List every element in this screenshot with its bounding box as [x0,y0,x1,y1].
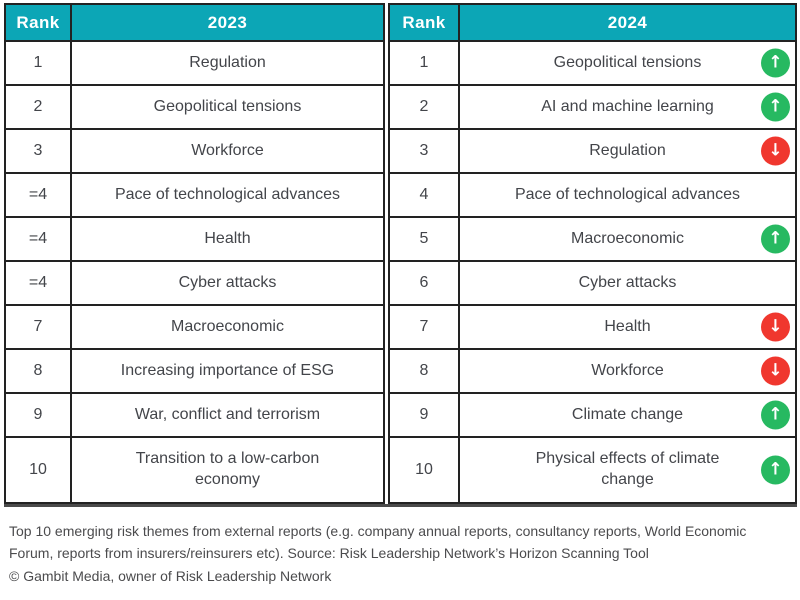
rank-up-icon: ↑ [761,224,790,254]
table-row: 6 Cyber attacks [388,260,797,306]
theme-cell-2023: Macroeconomic [70,304,385,350]
footer-description: Top 10 emerging risk themes from externa… [9,523,747,562]
table-body-2023: 1 Regulation 2 Geopolitical tensions 3 Workfo… [4,40,385,504]
table-row: 7 Macroeconomic [4,304,385,350]
header-row-2024: Rank 2024 [388,3,797,42]
theme-cell-2024: Climate change ↑ [458,392,797,438]
table-row: 8 Increasing importance of ESG [4,348,385,394]
rank-up-icon: ↑ [761,48,790,78]
rank-cell-2024: 4 [388,172,460,218]
footer-note: Top 10 emerging risk themes from externa… [9,520,761,587]
table-row: 3 Workforce [4,128,385,174]
table-row: 5 Macroeconomic ↑ [388,216,797,262]
theme-cell-2024: Regulation ↓ [458,128,797,174]
theme-cell-2024: Physical effects of climate change ↑ [458,436,797,504]
rank-up-icon: ↑ [761,400,790,430]
risk-table-2024: Rank 2024 1 Geopolitical tensions ↑ 2 AI and… [388,3,797,504]
table-row: 9 War, conflict and terrorism [4,392,385,438]
rank-up-icon: ↑ [761,92,790,122]
theme-cell-2024: Geopolitical tensions ↑ [458,40,797,86]
rank-cell-2024: 6 [388,260,460,306]
footer-copyright: © Gambit Media, owner of Risk Leadership… [9,567,332,584]
table-row: 2 Geopolitical tensions [4,84,385,130]
tables-row: Rank 2023 1 Regulation 2 Geopolitical tensi… [4,3,797,507]
rank-cell-2023: =4 [4,172,72,218]
table-row: 4 Pace of technological advances [388,172,797,218]
theme-cell-2023: Workforce [70,128,385,174]
rank-cell-2023: 7 [4,304,72,350]
rank-cell-2023: =4 [4,260,72,306]
rank-down-icon: ↓ [761,136,790,166]
rank-cell-2024: 8 [388,348,460,394]
table-row: 10 Transition to a low-carbon economy [4,436,385,504]
table-row: =4 Cyber attacks [4,260,385,306]
theme-cell-2024: Workforce ↓ [458,348,797,394]
table-row: 2 AI and machine learning ↑ [388,84,797,130]
rank-down-icon: ↓ [761,312,790,342]
table-body-2024: 1 Geopolitical tensions ↑ 2 AI and machine l… [388,40,797,504]
rank-header-2023: Rank [4,3,72,42]
theme-cell-2023: Regulation [70,40,385,86]
theme-cell-2024: Pace of technological advances [458,172,797,218]
table-row: 9 Climate change ↑ [388,392,797,438]
rank-cell-2024: 9 [388,392,460,438]
rank-cell-2023: 2 [4,84,72,130]
header-row-2023: Rank 2023 [4,3,385,42]
rank-cell-2024: 5 [388,216,460,262]
theme-cell-2024: Health ↓ [458,304,797,350]
rank-cell-2023: 8 [4,348,72,394]
table-row: 3 Regulation ↓ [388,128,797,174]
table-row: 8 Workforce ↓ [388,348,797,394]
rank-cell-2024: 10 [388,436,460,504]
theme-cell-2024: AI and machine learning ↑ [458,84,797,130]
table-row: =4 Health [4,216,385,262]
rank-cell-2024: 3 [388,128,460,174]
risk-table-2023: Rank 2023 1 Regulation 2 Geopolitical tensi… [4,3,385,504]
rank-cell-2023: 9 [4,392,72,438]
rank-cell-2024: 7 [388,304,460,350]
year-header-2024: 2024 [458,3,797,42]
rank-up-icon: ↑ [761,455,790,485]
rank-cell-2024: 2 [388,84,460,130]
theme-cell-2024: Cyber attacks [458,260,797,306]
table-row: 1 Regulation [4,40,385,86]
table-row: 7 Health ↓ [388,304,797,350]
rank-header-2024: Rank [388,3,460,42]
rank-cell-2023: 10 [4,436,72,504]
theme-cell-2023: Cyber attacks [70,260,385,306]
theme-cell-2024: Macroeconomic ↑ [458,216,797,262]
table-row: 10 Physical effects of climate change ↑ [388,436,797,504]
theme-cell-2023: Geopolitical tensions [70,84,385,130]
table-row: =4 Pace of technological advances [4,172,385,218]
rank-cell-2023: 3 [4,128,72,174]
rank-down-icon: ↓ [761,356,790,386]
year-header-2023: 2023 [70,3,385,42]
theme-cell-2023: Increasing importance of ESG [70,348,385,394]
rank-cell-2023: =4 [4,216,72,262]
theme-cell-2023: Transition to a low-carbon economy [70,436,385,504]
rank-cell-2023: 1 [4,40,72,86]
table-row: 1 Geopolitical tensions ↑ [388,40,797,86]
theme-cell-2023: Health [70,216,385,262]
rank-cell-2024: 1 [388,40,460,86]
theme-cell-2023: Pace of technological advances [70,172,385,218]
theme-cell-2023: War, conflict and terrorism [70,392,385,438]
risk-ranking-infographic: Rank 2023 1 Regulation 2 Geopolitical tensi… [4,3,797,587]
